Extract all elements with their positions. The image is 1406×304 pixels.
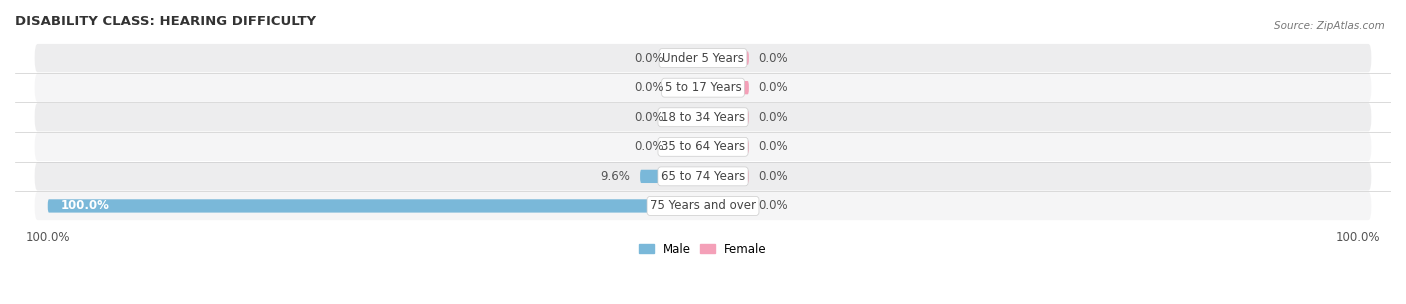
Text: DISABILITY CLASS: HEARING DIFFICULTY: DISABILITY CLASS: HEARING DIFFICULTY: [15, 15, 316, 28]
Text: 0.0%: 0.0%: [634, 140, 664, 153]
FancyBboxPatch shape: [703, 170, 749, 183]
FancyBboxPatch shape: [35, 44, 1371, 72]
Text: 0.0%: 0.0%: [634, 52, 664, 65]
FancyBboxPatch shape: [673, 140, 703, 154]
FancyBboxPatch shape: [48, 199, 703, 212]
FancyBboxPatch shape: [703, 111, 749, 124]
Text: 0.0%: 0.0%: [759, 199, 789, 212]
FancyBboxPatch shape: [703, 81, 749, 94]
FancyBboxPatch shape: [35, 192, 1371, 220]
Text: Source: ZipAtlas.com: Source: ZipAtlas.com: [1274, 21, 1385, 31]
FancyBboxPatch shape: [35, 103, 1371, 131]
FancyBboxPatch shape: [35, 133, 1371, 161]
Text: 0.0%: 0.0%: [759, 81, 789, 94]
Text: 35 to 64 Years: 35 to 64 Years: [661, 140, 745, 153]
FancyBboxPatch shape: [673, 81, 703, 94]
FancyBboxPatch shape: [703, 51, 749, 65]
FancyBboxPatch shape: [35, 74, 1371, 102]
Text: 100.0%: 100.0%: [60, 199, 110, 212]
Text: 5 to 17 Years: 5 to 17 Years: [665, 81, 741, 94]
FancyBboxPatch shape: [673, 111, 703, 124]
Text: 18 to 34 Years: 18 to 34 Years: [661, 111, 745, 124]
Legend: Male, Female: Male, Female: [634, 238, 772, 260]
Text: Under 5 Years: Under 5 Years: [662, 52, 744, 65]
Text: 0.0%: 0.0%: [759, 52, 789, 65]
FancyBboxPatch shape: [703, 199, 749, 212]
Text: 0.0%: 0.0%: [759, 140, 789, 153]
Text: 0.0%: 0.0%: [759, 111, 789, 124]
Text: 75 Years and over: 75 Years and over: [650, 199, 756, 212]
Text: 0.0%: 0.0%: [759, 170, 789, 183]
Text: 0.0%: 0.0%: [634, 81, 664, 94]
FancyBboxPatch shape: [673, 51, 703, 65]
Text: 65 to 74 Years: 65 to 74 Years: [661, 170, 745, 183]
Text: 9.6%: 9.6%: [600, 170, 630, 183]
FancyBboxPatch shape: [640, 170, 703, 183]
Text: 0.0%: 0.0%: [634, 111, 664, 124]
FancyBboxPatch shape: [35, 162, 1371, 191]
FancyBboxPatch shape: [703, 140, 749, 154]
